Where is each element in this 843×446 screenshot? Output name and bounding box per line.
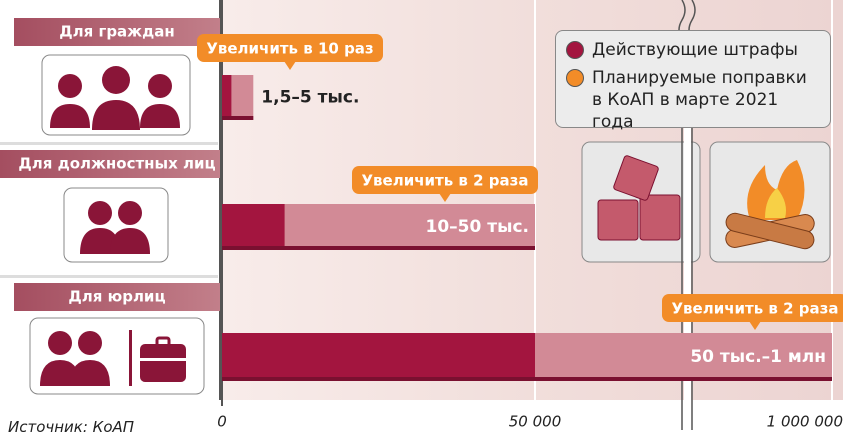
bar-underline	[222, 246, 535, 250]
category-label: Для юрлиц	[68, 288, 165, 306]
page: {"chart_data": {"type": "range-bar", "or…	[0, 0, 843, 446]
bar-current-min	[222, 204, 285, 250]
legend-swatch	[566, 41, 584, 59]
legend-label: Планируемые поправки в КоАП в марте 2021…	[592, 67, 820, 133]
bar-current-min	[222, 333, 535, 381]
annotation: Увеличить в 2 раза	[671, 300, 838, 318]
source: Источник: КоАП	[8, 418, 134, 436]
bar-underline	[222, 116, 253, 120]
category-label: Для граждан	[59, 23, 174, 41]
legend-label: Действующие штрафы	[592, 39, 798, 61]
legend-swatch	[566, 69, 584, 87]
value-label: 1,5–5 тыс.	[261, 88, 359, 108]
x-tick-label: 0	[217, 413, 227, 431]
x-tick-label: 50 000	[509, 413, 562, 431]
value-label: 50 тыс.–1 млн	[690, 347, 826, 367]
category-label: Для должностных лиц	[18, 155, 215, 173]
legend-item: Действующие штрафы	[566, 39, 820, 61]
bar-underline	[222, 377, 832, 381]
value-label: 10–50 тыс.	[426, 217, 530, 237]
bar-current-min	[222, 75, 231, 120]
annotation: Увеличить в 10 раз	[206, 40, 373, 58]
legend-item: Планируемые поправки в КоАП в марте 2021…	[566, 67, 820, 133]
x-tick-label: 1 000 000	[767, 413, 843, 431]
annotation: Увеличить в 2 раза	[361, 172, 528, 190]
